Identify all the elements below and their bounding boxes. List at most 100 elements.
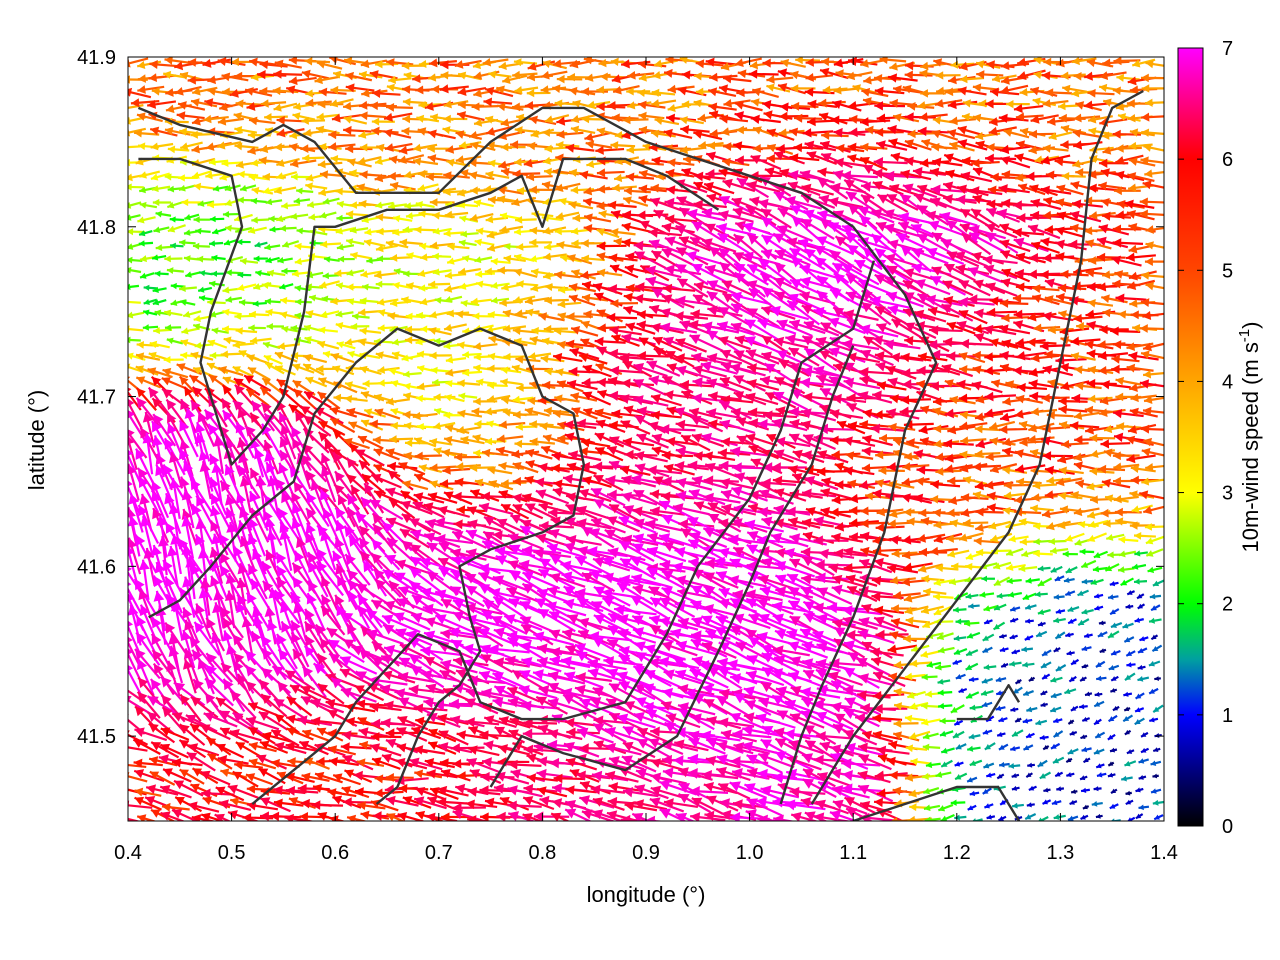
wind-arrow <box>1009 617 1019 623</box>
wind-arrow <box>319 211 337 219</box>
wind-arrow <box>663 128 693 139</box>
wind-arrow <box>455 155 482 164</box>
wind-arrow <box>252 300 267 307</box>
wind-arrow <box>316 60 343 70</box>
wind-arrow <box>128 214 141 221</box>
wind-arrow <box>1024 813 1037 820</box>
wind-arrow <box>1144 169 1164 178</box>
y-tick-label: 41.7 <box>77 387 116 409</box>
wind-arrow <box>1043 787 1051 793</box>
wind-arrow <box>1061 439 1089 449</box>
wind-arrow <box>345 238 365 246</box>
wind-arrow <box>1125 604 1134 610</box>
wind-arrow <box>985 772 996 778</box>
wind-arrow <box>1071 57 1097 66</box>
wind-arrow <box>345 83 375 93</box>
wind-arrow <box>750 155 782 170</box>
wind-arrow <box>931 142 958 152</box>
wind-arrow <box>723 98 751 108</box>
wind-arrow <box>1102 144 1129 155</box>
wind-arrow <box>924 816 941 821</box>
wind-arrow <box>1112 705 1120 712</box>
wind-arrow <box>1035 630 1048 638</box>
wind-arrow <box>555 141 580 150</box>
wind-arrow <box>1025 772 1033 778</box>
wind-arrow <box>1137 647 1148 654</box>
wind-arrow <box>1054 631 1066 640</box>
wind-arrow <box>981 677 993 684</box>
wind-arrow <box>1040 690 1048 696</box>
wind-arrow <box>999 144 1031 155</box>
wind-arrow <box>947 128 976 140</box>
wind-arrow <box>1126 662 1136 668</box>
wind-arrow <box>128 104 144 110</box>
wind-arrow <box>1060 124 1087 135</box>
wind-arrow <box>236 238 251 246</box>
wind-arrow <box>1139 197 1164 207</box>
wind-arrow <box>1050 676 1063 683</box>
wind-arrow <box>304 57 330 66</box>
wind-arrow <box>582 364 612 378</box>
wind-arrow <box>414 225 436 234</box>
wind-arrow <box>982 633 995 642</box>
wind-arrow <box>1080 787 1091 793</box>
wind-arrow <box>968 603 980 610</box>
wind-arrow <box>482 58 509 67</box>
wind-arrow <box>988 126 1017 136</box>
wind-arrow <box>1054 575 1065 582</box>
wind-arrow <box>556 74 583 84</box>
wind-arrow <box>1037 609 1051 616</box>
wind-arrow <box>209 240 224 247</box>
wind-arrow <box>1055 608 1066 615</box>
wind-arrow <box>176 111 205 121</box>
wind-arrow <box>289 159 317 168</box>
wind-arrow <box>149 126 178 137</box>
wind-arrow <box>953 647 968 656</box>
wind-arrow <box>1107 594 1119 600</box>
wind-arrow <box>968 733 981 740</box>
wind-arrow <box>983 619 993 625</box>
wind-arrow <box>999 298 1029 308</box>
wind-arrow <box>1150 788 1162 794</box>
wind-arrow <box>178 184 196 192</box>
wind-arrow <box>1144 523 1164 531</box>
wind-arrow <box>358 70 383 79</box>
wind-arrow <box>705 57 736 67</box>
wind-arrow <box>222 210 240 218</box>
wind-arrow <box>281 202 301 210</box>
wind-arrow <box>1014 717 1022 723</box>
wind-arrow <box>1124 760 1137 767</box>
wind-arrow <box>359 111 387 121</box>
wind-arrow <box>788 319 826 335</box>
wind-arrow <box>375 60 399 69</box>
wind-arrow <box>805 73 834 82</box>
colorbar-label-main: 10m-wind speed (m s <box>1238 342 1263 552</box>
wind-arrow <box>540 70 568 80</box>
wind-arrow <box>1152 579 1164 587</box>
wind-arrow <box>371 117 395 126</box>
wind-arrow <box>610 298 639 308</box>
wind-arrow <box>1143 437 1164 447</box>
wind-arrow <box>939 730 954 737</box>
wind-arrow <box>179 127 203 136</box>
x-tick-label: 0.6 <box>321 842 349 864</box>
wind-arrow <box>1064 590 1076 597</box>
wind-arrow <box>971 158 1000 168</box>
wind-arrow <box>295 298 312 306</box>
wind-arrow <box>904 156 937 167</box>
wind-arrow <box>369 419 398 429</box>
wind-arrow <box>999 633 1008 639</box>
wind-arrow <box>1134 707 1145 713</box>
wind-arrow <box>958 352 986 364</box>
wind-arrow <box>1015 112 1044 122</box>
colorbar-label-end: ) <box>1238 322 1263 329</box>
wind-arrow <box>222 286 242 294</box>
wind-arrow <box>432 252 452 260</box>
wind-arrow <box>1082 804 1090 810</box>
wind-arrow <box>1037 815 1049 821</box>
wind-arrow <box>136 112 163 123</box>
wind-arrow <box>383 128 412 139</box>
wind-arrow <box>1125 799 1134 806</box>
wind-arrow <box>139 272 155 279</box>
wind-arrow <box>592 797 625 812</box>
